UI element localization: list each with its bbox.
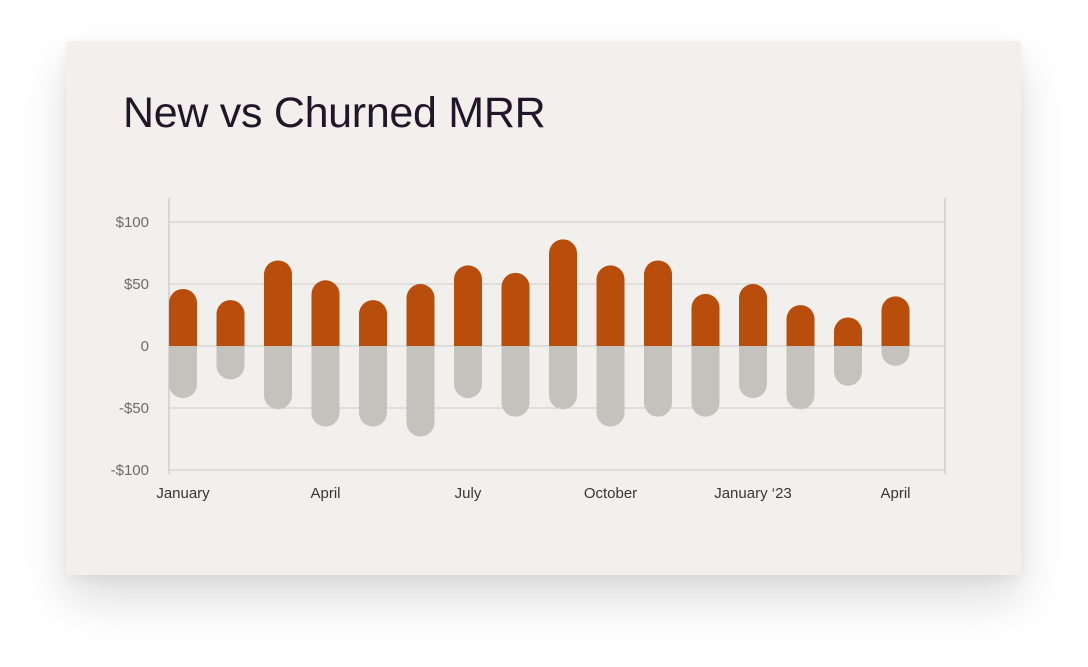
churned-mrr-bar bbox=[501, 346, 530, 417]
chart-card: New vs Churned MRR $100 $50 0 -$50 -$100 Jan… bbox=[66, 41, 1021, 575]
new-mrr-bar bbox=[454, 265, 482, 346]
churned-mrr-bar bbox=[216, 346, 245, 380]
chart-title: New vs Churned MRR bbox=[123, 89, 546, 137]
new-mrr-series bbox=[169, 239, 910, 346]
y-tick-label: $50 bbox=[124, 276, 149, 293]
new-mrr-bar bbox=[311, 280, 340, 346]
y-tick-label: 0 bbox=[141, 338, 149, 355]
x-tick-label: July bbox=[455, 485, 482, 502]
new-mrr-bar bbox=[406, 284, 435, 346]
x-axis-ticks: January April July October January ‘23 April bbox=[156, 485, 910, 502]
new-mrr-bar bbox=[834, 317, 862, 346]
churned-mrr-bar bbox=[739, 346, 767, 399]
churned-mrr-bar bbox=[691, 346, 720, 417]
new-mrr-bar bbox=[264, 260, 292, 346]
new-mrr-bar bbox=[691, 293, 720, 346]
churned-mrr-bar bbox=[549, 346, 577, 410]
churned-mrr-bar bbox=[786, 346, 815, 410]
new-mrr-bar bbox=[501, 272, 530, 346]
new-mrr-bar bbox=[596, 265, 625, 346]
churned-mrr-bar bbox=[596, 346, 625, 427]
mrr-bar-chart: $100 $50 0 -$50 -$100 January April July Octobe… bbox=[111, 198, 946, 502]
new-mrr-bar bbox=[169, 288, 197, 346]
new-mrr-bar bbox=[216, 300, 245, 346]
churned-mrr-bar bbox=[881, 346, 910, 366]
x-tick-label: October bbox=[584, 485, 637, 502]
new-mrr-bar bbox=[549, 239, 577, 346]
churned-mrr-bar bbox=[406, 346, 435, 437]
churned-mrr-bar bbox=[454, 346, 482, 399]
churned-mrr-bar bbox=[834, 346, 862, 386]
x-tick-label: January ‘23 bbox=[714, 485, 792, 502]
x-tick-label: April bbox=[310, 485, 340, 502]
y-axis-ticks: $100 $50 0 -$50 -$100 bbox=[111, 214, 149, 479]
new-mrr-bar bbox=[786, 305, 815, 346]
churned-mrr-bar bbox=[169, 346, 197, 399]
new-mrr-bar bbox=[881, 296, 910, 346]
new-mrr-bar bbox=[739, 284, 767, 346]
y-tick-label: $100 bbox=[116, 214, 149, 231]
churned-mrr-bar bbox=[359, 346, 387, 427]
churned-mrr-bar bbox=[311, 346, 340, 427]
churned-mrr-series bbox=[169, 346, 910, 437]
y-tick-label: -$50 bbox=[119, 400, 149, 417]
churned-mrr-bar bbox=[264, 346, 292, 410]
y-tick-label: -$100 bbox=[111, 462, 149, 479]
new-mrr-bar bbox=[359, 300, 387, 346]
churned-mrr-bar bbox=[644, 346, 672, 417]
new-mrr-bar bbox=[644, 260, 672, 346]
x-tick-label: April bbox=[880, 485, 910, 502]
x-tick-label: January bbox=[156, 485, 210, 502]
